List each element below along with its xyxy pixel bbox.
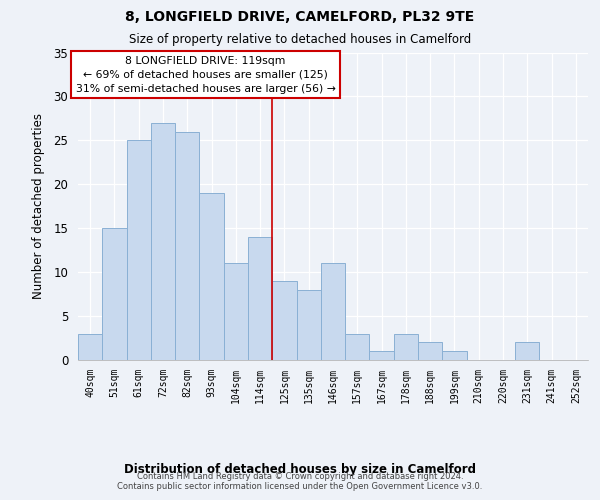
Bar [224, 264, 248, 360]
Bar [345, 334, 370, 360]
Bar [418, 342, 442, 360]
Bar [394, 334, 418, 360]
Bar [515, 342, 539, 360]
Bar [296, 290, 321, 360]
Bar [442, 351, 467, 360]
Bar [151, 123, 175, 360]
Text: Contains HM Land Registry data © Crown copyright and database right 2024.
Contai: Contains HM Land Registry data © Crown c… [118, 472, 482, 491]
Bar [370, 351, 394, 360]
Y-axis label: Number of detached properties: Number of detached properties [32, 114, 45, 299]
Text: Distribution of detached houses by size in Camelford: Distribution of detached houses by size … [124, 462, 476, 475]
Bar [102, 228, 127, 360]
Text: 8, LONGFIELD DRIVE, CAMELFORD, PL32 9TE: 8, LONGFIELD DRIVE, CAMELFORD, PL32 9TE [125, 10, 475, 24]
Bar [272, 281, 296, 360]
Text: Size of property relative to detached houses in Camelford: Size of property relative to detached ho… [129, 32, 471, 46]
Text: 8 LONGFIELD DRIVE: 119sqm
← 69% of detached houses are smaller (125)
31% of semi: 8 LONGFIELD DRIVE: 119sqm ← 69% of detac… [76, 56, 335, 94]
Bar [248, 237, 272, 360]
Bar [199, 193, 224, 360]
Bar [78, 334, 102, 360]
Bar [175, 132, 199, 360]
Bar [127, 140, 151, 360]
Bar [321, 264, 345, 360]
